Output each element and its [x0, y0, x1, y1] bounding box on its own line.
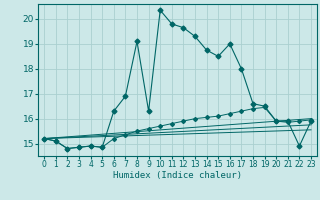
X-axis label: Humidex (Indice chaleur): Humidex (Indice chaleur)	[113, 171, 242, 180]
